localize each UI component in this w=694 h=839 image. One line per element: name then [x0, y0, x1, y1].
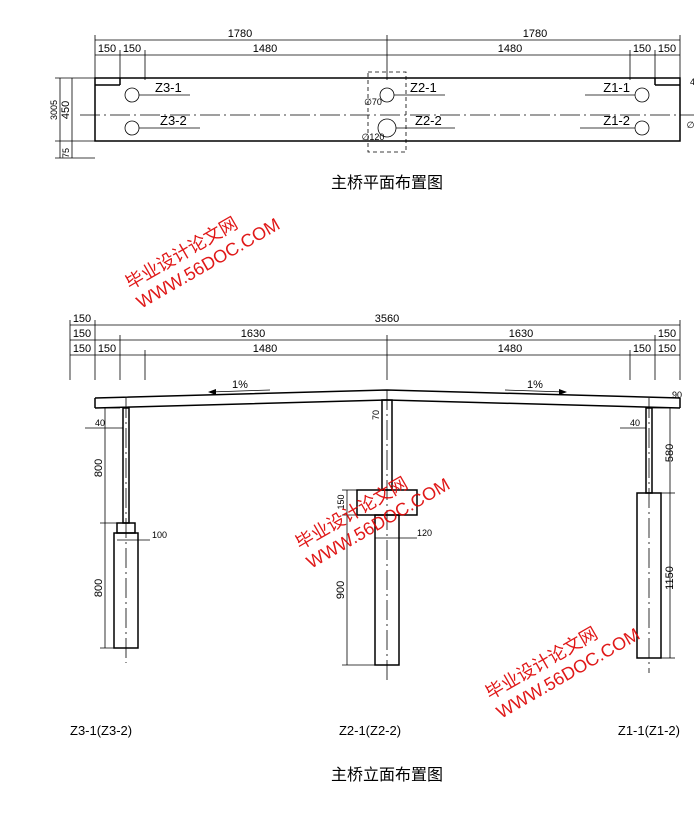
dim-150-a: 150: [98, 43, 116, 55]
elev-150-c: 150: [73, 343, 91, 355]
elev-1480-r: 1480: [498, 343, 522, 355]
z3-1-pier: [125, 88, 139, 102]
left-pier-label: Z3-1(Z3-2): [70, 723, 132, 738]
phi120: ∅120: [362, 132, 385, 142]
phi70: ∅70: [364, 97, 382, 107]
center-upper: 70: [371, 410, 381, 420]
right-lower: 1150: [664, 566, 676, 590]
elev-dim-row2: 150 1630 1630 150: [70, 328, 680, 380]
elevation-title: 主桥立面布置图: [331, 766, 443, 784]
dim-1480-r: 1480: [498, 43, 522, 55]
right-top-w: 40: [630, 418, 640, 428]
z2-1-pier: [380, 88, 394, 102]
watermark-2: 毕业设计论文网 WWW.56DOC.COM: [292, 455, 453, 572]
center-cap-w: 120: [417, 528, 432, 538]
z3-2-pier: [125, 121, 139, 135]
dim-3005: 3005: [49, 100, 59, 120]
deck-depth: 90: [672, 390, 682, 400]
center-pile: 900: [335, 581, 347, 599]
plan-dim-row2: 150 150 1480 1480 150 150: [95, 43, 680, 80]
elev-1630-r: 1630: [509, 328, 533, 340]
elev-1480-l: 1480: [253, 343, 277, 355]
center-pier-label: Z2-1(Z2-2): [339, 723, 401, 738]
left-pier: 800 800 100 40: [85, 398, 167, 663]
dim-phi100: ∅100: [687, 120, 694, 130]
label-z3-2: Z3-2: [160, 113, 187, 128]
elev-150-f: 150: [658, 343, 676, 355]
z1-2-pier: [635, 121, 649, 135]
label-z1-1: Z1-1: [603, 80, 630, 95]
dim-1780-left: 1780: [228, 28, 252, 40]
deck: 1% 1% 90: [95, 379, 682, 408]
left-lower: 800: [93, 579, 105, 597]
plan-dim-row1: 1780 1780: [95, 28, 680, 80]
right-pier-label: Z1-1(Z1-2): [618, 723, 680, 738]
left-upper: 800: [93, 459, 105, 477]
left-top-w: 40: [95, 418, 105, 428]
elev-150-e: 150: [633, 343, 651, 355]
dim-75: 75: [61, 148, 71, 158]
elev-150-a: 150: [73, 328, 91, 340]
elev-dim-row3: 150 150 1480 1480 150 150: [70, 343, 680, 380]
elev-150-d: 150: [98, 343, 116, 355]
left-cap-w: 100: [152, 530, 167, 540]
dim-1780-right: 1780: [523, 28, 547, 40]
plan-dim-left: 450 3005 75: [49, 78, 95, 158]
dim-150-b: 150: [123, 43, 141, 55]
right-upper: 580: [664, 444, 676, 462]
elev-dim-row1: 3560 150: [70, 313, 680, 380]
dim-1480-l: 1480: [253, 43, 277, 55]
plan-deck-outline: [95, 78, 680, 141]
z1-1-pier: [635, 88, 649, 102]
watermark-3: 毕业设计论文网 WWW.56DOC.COM: [482, 605, 643, 722]
dim-40-r: 40: [690, 77, 694, 87]
label-z2-1: Z2-1: [410, 80, 437, 95]
label-z3-1: Z3-1: [155, 80, 182, 95]
label-z1-2: Z1-2: [603, 113, 630, 128]
dim-450: 450: [60, 101, 72, 119]
plan-title: 主桥平面布置图: [331, 174, 443, 192]
plan-dim-right: 40 ∅100: [687, 77, 694, 130]
elev-150-tl: 150: [73, 313, 91, 325]
watermark-1: 毕业设计论文网 WWW.56DOC.COM: [122, 195, 283, 312]
elev-150-b: 150: [658, 328, 676, 340]
plan-view: 1780 1780 150 150 1480 1480 150 150: [49, 28, 694, 192]
elev-1630-l: 1630: [241, 328, 265, 340]
drawing-canvas: 1780 1780 150 150 1480 1480 150 150: [20, 20, 694, 819]
dim-150-c: 150: [633, 43, 651, 55]
slope-right: 1%: [527, 379, 543, 391]
slope-left: 1%: [232, 379, 248, 391]
dim-150-d: 150: [658, 43, 676, 55]
elevation-view: 3560 150 150 1630 1630 150 150 150 1480 …: [70, 313, 682, 784]
elev-3560: 3560: [375, 313, 399, 325]
label-z2-2: Z2-2: [415, 113, 442, 128]
